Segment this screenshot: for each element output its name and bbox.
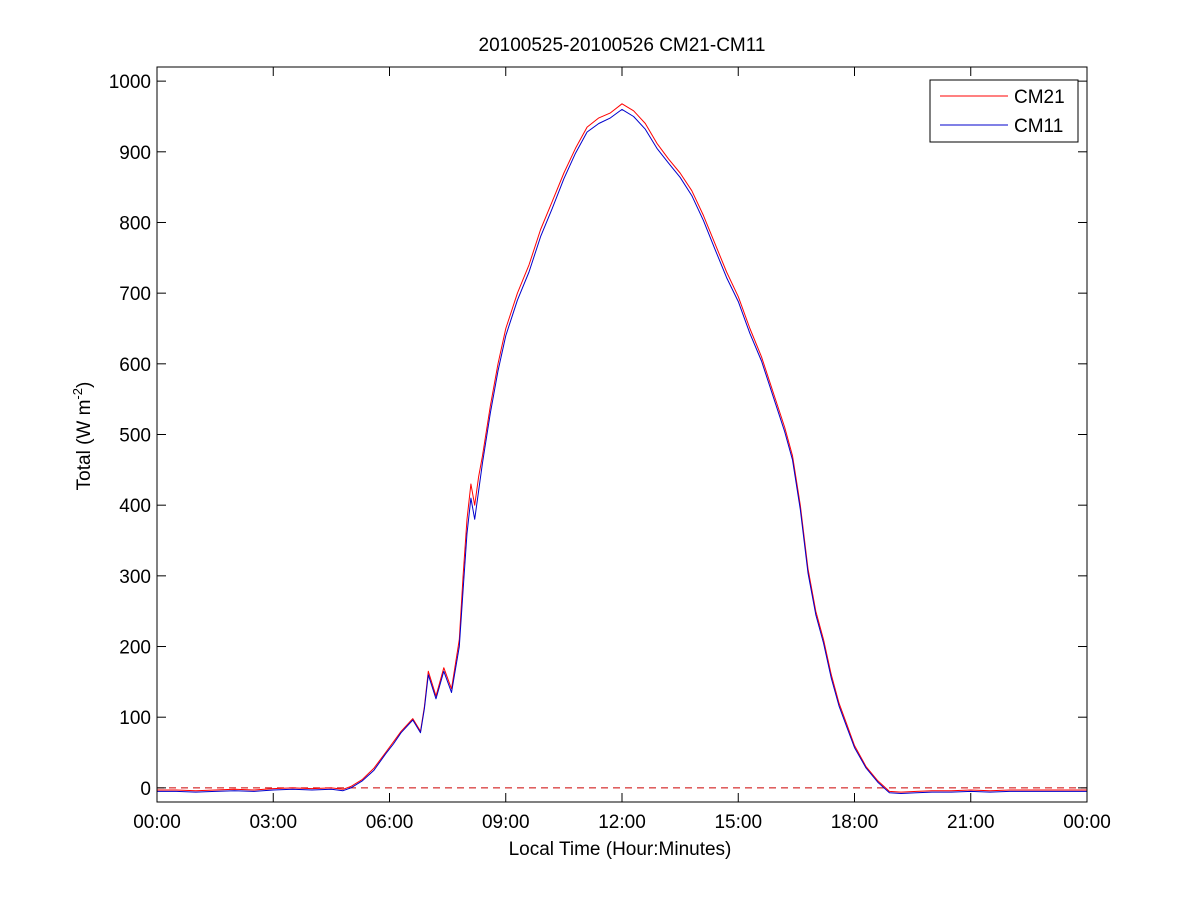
legend-box xyxy=(929,79,1079,143)
x-tick-label: 06:00 xyxy=(366,812,414,833)
y-axis-label-main: Total (W m xyxy=(74,400,95,491)
x-tick-label: 18:00 xyxy=(831,812,879,833)
x-tick-label: 00:00 xyxy=(133,812,181,833)
y-tick-label: 600 xyxy=(119,355,151,376)
chart-title: 20100525-20100526 CM21-CM11 xyxy=(479,35,766,56)
y-tick-label: 900 xyxy=(119,143,151,164)
y-axis-label-superscript: -2 xyxy=(70,388,85,400)
series-line-cm21 xyxy=(157,103,1087,793)
y-tick-label: 100 xyxy=(119,708,151,729)
series-line-cm11 xyxy=(157,108,1087,794)
y-tick-label: 0 xyxy=(140,779,151,800)
y-tick-label: 200 xyxy=(119,638,151,659)
x-axis-ticks: 00:00 03:00 06:00 09:00 12:00 15:00 18:00 21:00… xyxy=(133,67,1111,833)
x-tick-label: 03:00 xyxy=(249,812,297,833)
y-tick-label: 300 xyxy=(119,567,151,588)
legend: CM21 CM11 xyxy=(929,79,1079,143)
x-tick-label: 15:00 xyxy=(714,812,762,833)
x-axis-label: Local Time (Hour:Minutes) xyxy=(509,839,732,860)
y-axis-ticks: 0 100 200 300 400 500 600 700 800 900 1000 xyxy=(109,72,1087,800)
y-axis-label-close: ) xyxy=(74,382,95,388)
y-tick-label: 800 xyxy=(119,213,151,234)
y-axis-label: Total (W m-2) xyxy=(70,382,95,491)
data-layer xyxy=(157,103,1087,794)
y-tick-label: 500 xyxy=(119,426,151,447)
y-tick-label: 1000 xyxy=(109,72,151,93)
x-tick-label: 09:00 xyxy=(482,812,530,833)
legend-label-cm21: CM21 xyxy=(1014,87,1065,108)
y-tick-label: 400 xyxy=(119,496,151,517)
legend-label-cm11: CM11 xyxy=(1014,116,1063,137)
x-tick-label: 12:00 xyxy=(598,812,646,833)
x-tick-label: 21:00 xyxy=(947,812,995,833)
y-tick-label: 700 xyxy=(119,284,151,305)
x-tick-label: 00:00 xyxy=(1063,812,1111,833)
